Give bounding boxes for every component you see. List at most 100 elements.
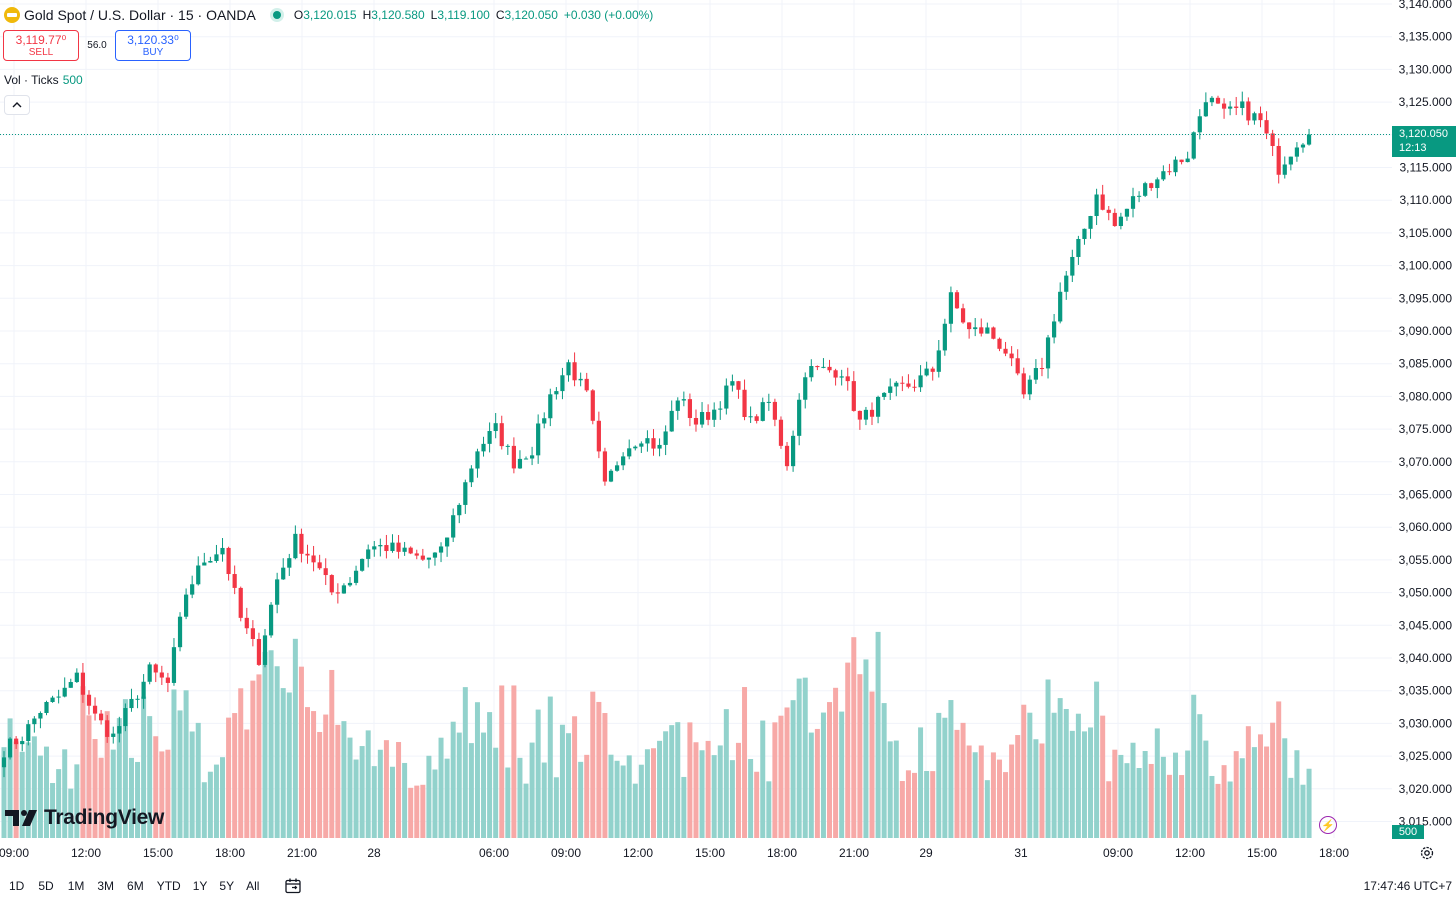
candle-body — [1021, 373, 1026, 395]
tradingview-logo[interactable]: TradingView — [5, 806, 164, 830]
volume-bar — [1270, 722, 1276, 838]
candle-body — [1191, 132, 1196, 159]
candle-body — [360, 558, 365, 571]
chevron-up-icon — [12, 102, 22, 108]
candle-body — [803, 377, 808, 400]
range-all-button[interactable]: All — [246, 878, 260, 893]
trade-buttons: 3,119.77⁰ SELL 56.0 3,120.33⁰ BUY — [3, 30, 191, 61]
price-tick-label: 3,105.000 — [1399, 226, 1453, 240]
candle-body — [1167, 171, 1172, 173]
candle-body — [681, 399, 686, 401]
volume-bar — [572, 716, 578, 838]
candle-body — [1300, 144, 1306, 148]
volume-bar — [450, 721, 456, 838]
time-tick-label: 15:00 — [695, 846, 725, 860]
volume-bar — [438, 737, 444, 838]
candle-body — [493, 423, 498, 432]
volume-bar — [462, 687, 468, 838]
gear-icon[interactable] — [1419, 845, 1435, 861]
range-5d-button[interactable]: 5D — [38, 878, 54, 893]
range-1d-button[interactable]: 1D — [9, 878, 25, 893]
volume-bar — [292, 638, 298, 838]
volume-bar — [396, 742, 402, 838]
candle-body — [742, 389, 747, 417]
candle-body — [1070, 256, 1075, 276]
range-3m-button[interactable]: 3M — [97, 878, 115, 893]
candle-body — [669, 410, 674, 432]
candle-body — [912, 386, 917, 388]
candle-body — [930, 368, 935, 372]
volume-bar — [110, 749, 116, 838]
lightning-icon[interactable]: ⚡ — [1319, 816, 1337, 834]
price-axis[interactable]: 3,140.000 3,135.000 3,130.000 3,125.000 3,12… — [1399, 0, 1453, 829]
candle-body — [730, 381, 735, 386]
range-1y-button[interactable]: 1Y — [192, 878, 208, 893]
candle-body — [778, 419, 784, 446]
volume-bar — [760, 720, 766, 838]
timezone-clock[interactable]: 17:47:46 UTC+7 — [1363, 879, 1452, 893]
volume-bar — [456, 732, 462, 838]
candle-body — [238, 587, 243, 618]
candle-body — [1015, 358, 1020, 374]
volume-bar — [7, 718, 13, 838]
volume-bar — [869, 691, 875, 838]
ohlc-open: 3,120.015 — [303, 8, 357, 22]
time-tick-label: 21:00 — [839, 846, 869, 860]
range-ytd-button[interactable]: YTD — [156, 878, 181, 893]
ohlc-key: C — [495, 8, 505, 22]
price-tick-label: 3,085.000 — [1399, 357, 1453, 371]
candle-body — [347, 582, 353, 586]
candle-body — [1155, 179, 1160, 189]
volume-legend-value: 500 — [62, 73, 83, 87]
range-6m-button[interactable]: 6M — [127, 878, 144, 893]
market-open-icon[interactable] — [269, 8, 284, 22]
candle-body — [463, 482, 468, 505]
volume-bar — [620, 765, 626, 838]
volume-bar — [311, 711, 317, 838]
sell-button[interactable]: 3,119.77⁰ SELL — [3, 30, 79, 61]
volume-bar — [468, 743, 474, 838]
candle-body — [305, 553, 310, 556]
candle-body — [833, 370, 838, 378]
volume-bar — [37, 755, 43, 838]
candle-body — [942, 323, 947, 351]
volume-bar — [644, 749, 650, 838]
candle-body — [888, 386, 893, 393]
candle-body — [1215, 97, 1221, 104]
volume-bar — [814, 728, 820, 838]
volume-bar — [553, 777, 559, 838]
volume-bar — [62, 749, 68, 838]
candle-body — [390, 542, 395, 552]
range-1m-button[interactable]: 1M — [67, 878, 85, 893]
calendar-goto-icon[interactable] — [284, 877, 302, 895]
time-tick-label: 29 — [919, 846, 933, 860]
candle-body — [1203, 102, 1208, 117]
candle-body — [1112, 212, 1117, 227]
price-tick-label: 3,080.000 — [1399, 389, 1453, 403]
candle-body — [1264, 120, 1269, 134]
candle-body — [32, 718, 37, 725]
volume-bar — [1081, 731, 1087, 838]
candle-body — [924, 368, 929, 376]
volume-bar — [426, 755, 432, 838]
volume-bar — [833, 687, 839, 838]
volume-bar — [1209, 775, 1215, 838]
collapse-legend-button[interactable] — [4, 95, 30, 115]
volume-bar — [942, 717, 948, 838]
volume-bar — [220, 757, 226, 838]
volume-legend[interactable]: Vol · Ticks 500 — [4, 73, 83, 87]
volume-bar — [1009, 744, 1015, 838]
candle-body — [1039, 368, 1045, 370]
symbol-title[interactable]: Gold Spot / U.S. Dollar · 15 · OANDA — [24, 7, 256, 23]
candle-body — [80, 672, 86, 695]
volume-bar — [408, 787, 414, 838]
candle-body — [687, 399, 693, 418]
volume-bar — [881, 703, 887, 838]
time-axis[interactable]: 09:00 12:00 15:00 18:00 21:00 28 06:00 09:00 12:… — [0, 846, 1349, 860]
buy-button[interactable]: 3,120.33⁰ BUY — [115, 30, 191, 61]
range-5y-button[interactable]: 5Y — [219, 878, 235, 893]
candle-body — [882, 392, 887, 397]
candle-body — [414, 553, 419, 556]
volume-bar — [820, 712, 826, 838]
